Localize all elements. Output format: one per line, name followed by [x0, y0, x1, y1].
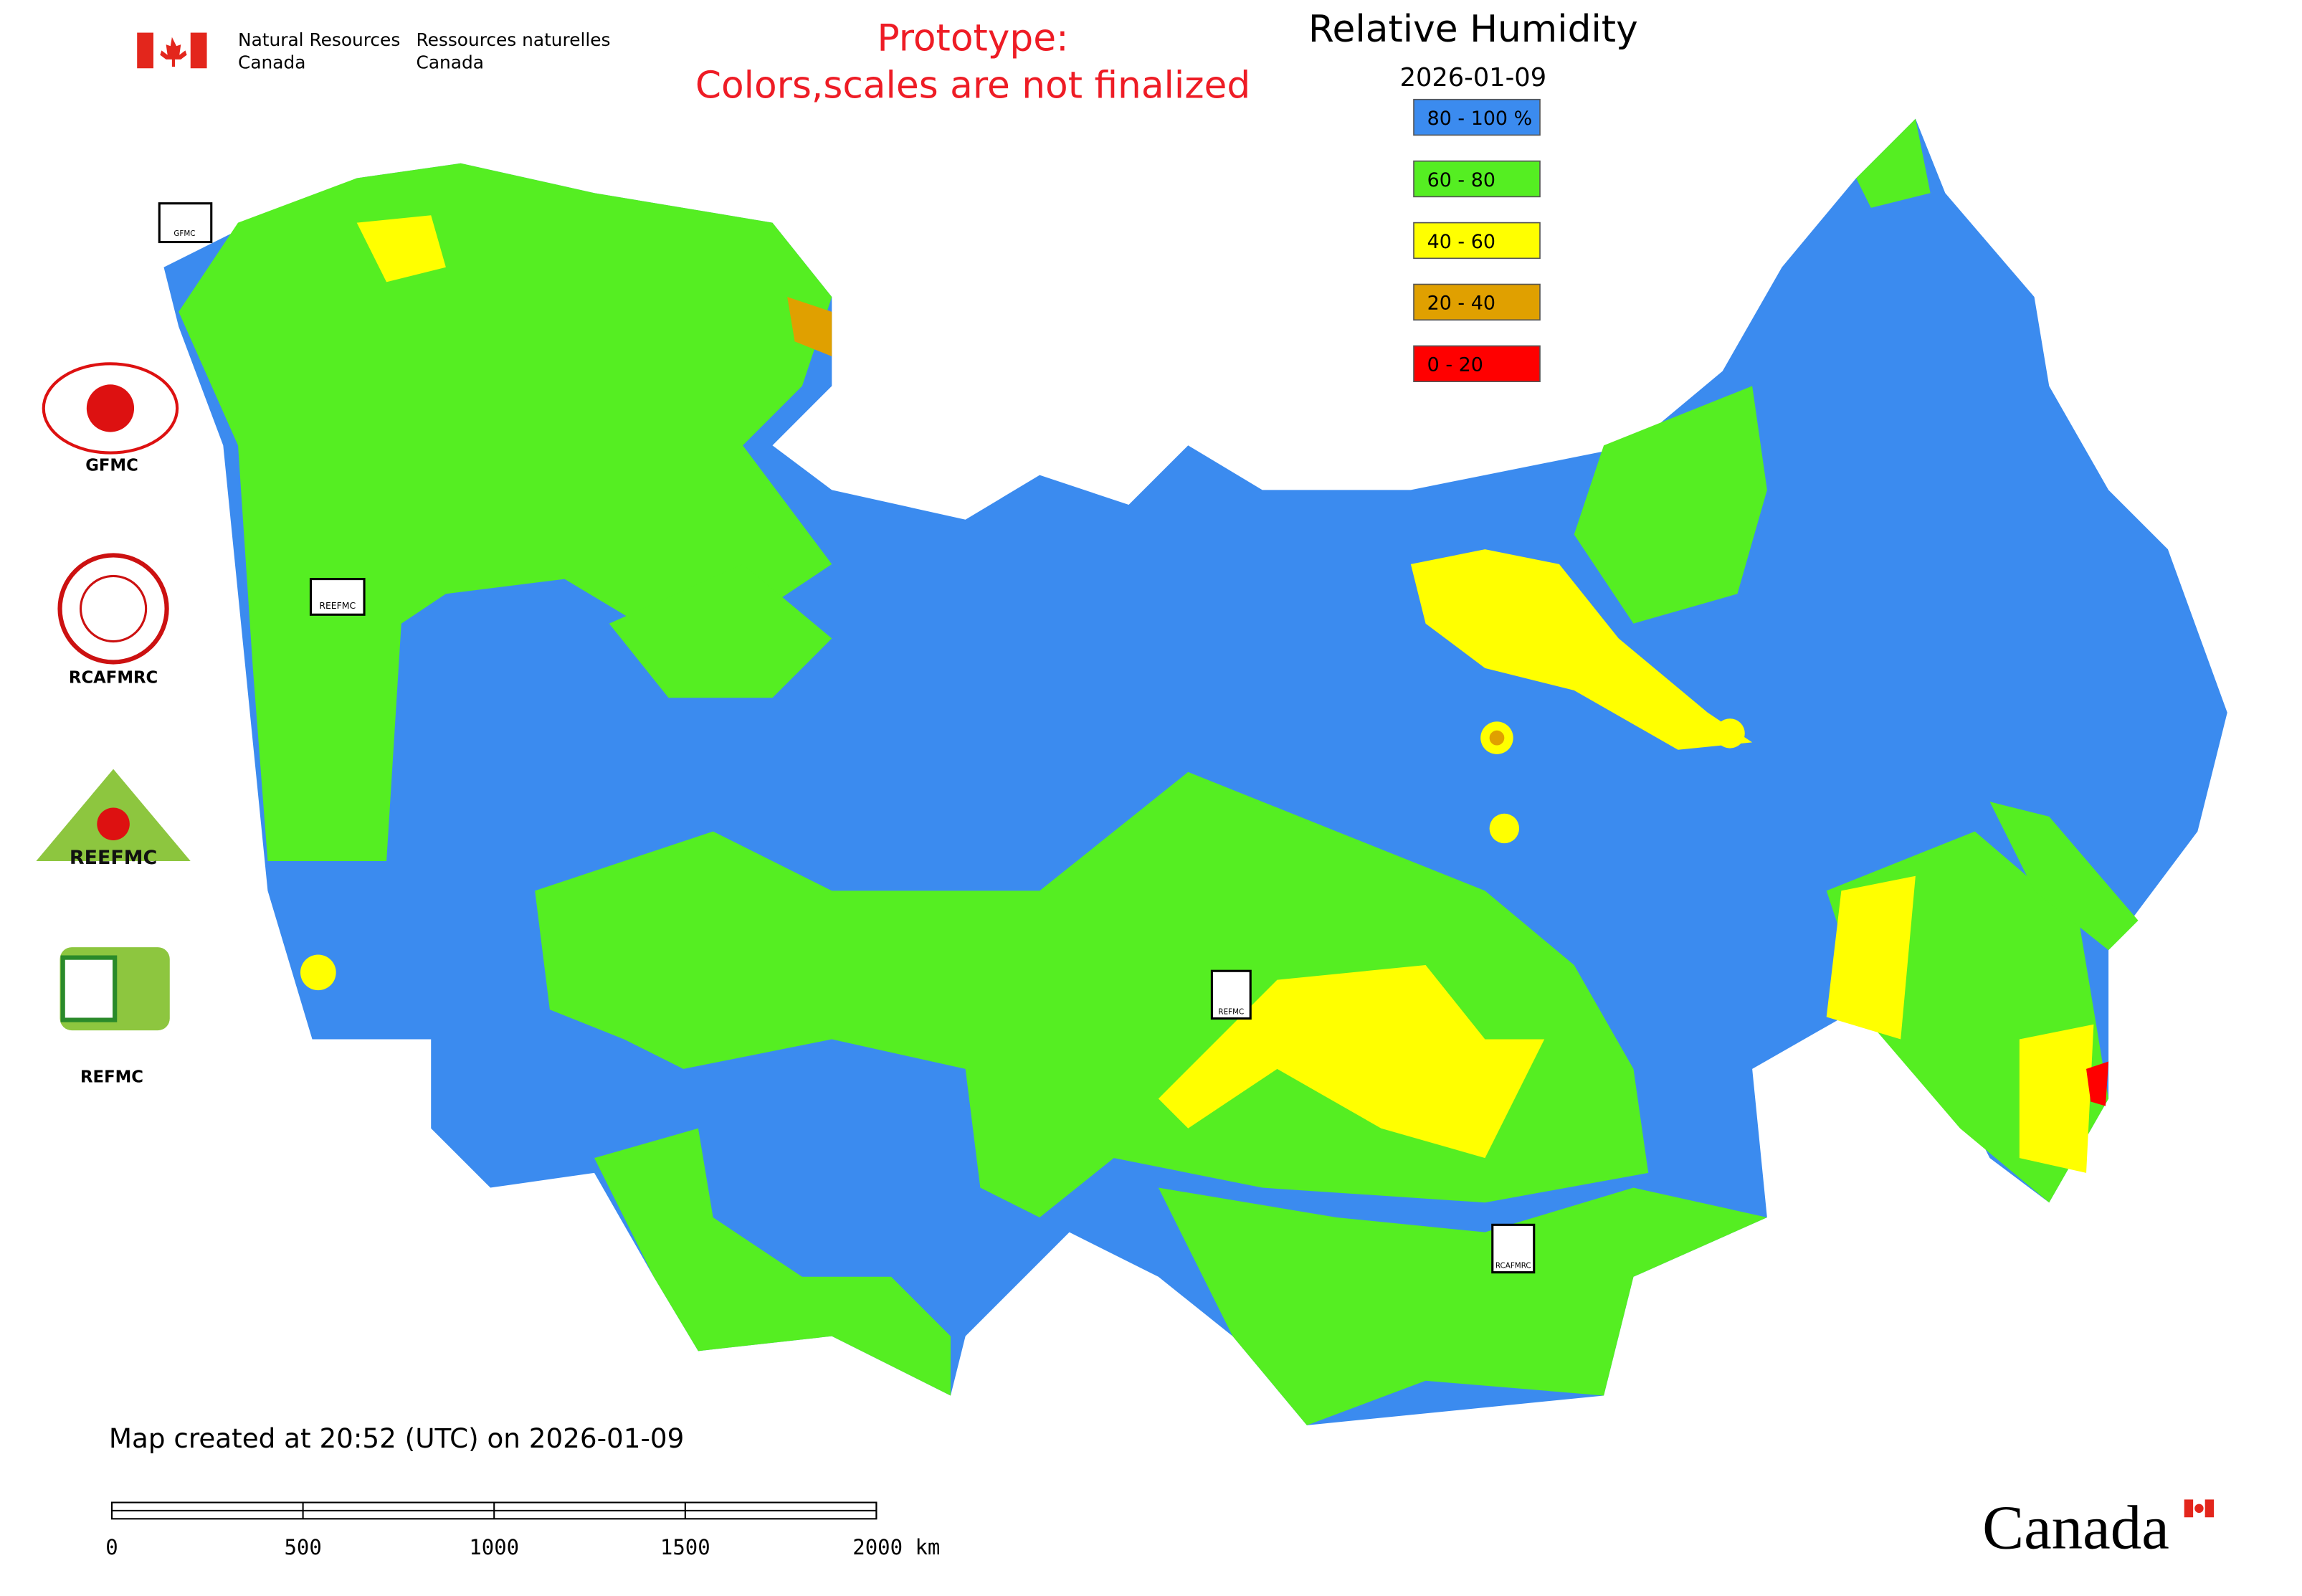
partner-logos: GFMC RCAFMRC REEFMC REFMC	[36, 362, 191, 1087]
notice: Prototype:	[877, 16, 1068, 60]
badge	[1491, 1223, 1536, 1274]
humidity-region	[787, 297, 832, 356]
legend-label: 20 - 40	[1427, 293, 1495, 315]
humidity-region	[300, 954, 336, 991]
nrcan-signature: Natural Resources Canada Ressources natu…	[137, 29, 611, 72]
canada-wordmark: Canada	[1982, 1493, 2215, 1562]
logo-rcafmrc	[57, 553, 169, 665]
humidity-region	[1410, 549, 1753, 750]
scale-label: 500	[284, 1535, 321, 1559]
agency-en: Natural Resources	[238, 29, 400, 50]
humidity-region	[1489, 730, 1505, 746]
legend-label: 0 - 20	[1427, 354, 1483, 376]
humidity-region	[2086, 1061, 2109, 1106]
humidity-region	[1826, 875, 1916, 1040]
maple-leaf	[2194, 1504, 2204, 1514]
humidity-region	[609, 564, 832, 698]
humidity-region	[1158, 1187, 1767, 1425]
legend-swatch	[1413, 345, 1541, 382]
agency-en: Canada	[238, 52, 305, 72]
logo-gfmc	[86, 384, 135, 432]
legend-label: 40 - 60	[1427, 231, 1495, 253]
legend-label: 80 - 100 %	[1427, 108, 1533, 130]
agency-fr: Canada	[417, 52, 484, 72]
map-badges: GFMC REEFMC REFMC RCAFMRC	[158, 202, 1536, 1274]
badge-label: REFMC	[1218, 1007, 1244, 1016]
notice: Colors,scales are not finalized	[695, 65, 1250, 108]
logo-label: REFMC	[80, 1068, 143, 1087]
wordmark: Canada	[1982, 1493, 2169, 1562]
humidity-region	[1989, 802, 2139, 951]
legend: 80 - 100 % 60 - 80 40 - 60 20 - 40 0 - 20	[1413, 98, 1541, 382]
badge-label: GFMC	[173, 229, 195, 238]
legend-label: 60 - 80	[1427, 169, 1495, 191]
humidity-region	[594, 1128, 951, 1396]
badge-label: REEFMC	[319, 600, 356, 611]
map-regions	[163, 118, 2227, 1425]
badge	[1210, 969, 1252, 1020]
legend-swatch	[1413, 283, 1541, 321]
humidity-region	[1715, 718, 1745, 749]
flag-bar	[2205, 1499, 2215, 1518]
logo-label: GFMC	[85, 456, 138, 475]
map-footer: Map created at 20:52 (UTC) on 2026-01-09	[109, 1422, 684, 1454]
scale-label: 1500	[660, 1535, 710, 1559]
scale-label: 2000 km	[852, 1535, 940, 1559]
humidity-region	[356, 215, 446, 282]
humidity-region	[2019, 1024, 2094, 1173]
logo-label: REEFMC	[70, 847, 157, 869]
flag-bar	[2184, 1499, 2194, 1518]
logo-rcafmrc	[79, 574, 148, 643]
humidity-region	[1158, 964, 1545, 1159]
maple-leaf	[160, 37, 187, 67]
flag-bar	[190, 32, 207, 69]
logo-reefmc	[97, 807, 130, 841]
flag-bar	[137, 32, 153, 69]
map-date: 2026-01-09	[1400, 63, 1547, 92]
legend-swatch	[1413, 98, 1541, 136]
map-title: Relative Humidity	[1308, 8, 1638, 51]
humidity-region	[179, 163, 832, 862]
badge	[158, 202, 213, 244]
legend-swatch	[1413, 222, 1541, 260]
logo-refmc	[60, 955, 118, 1022]
scale-bar: 0 500 1000 1500 2000 km	[105, 1501, 940, 1559]
scale-label: 0	[105, 1535, 118, 1559]
agency-fr: Ressources naturelles	[417, 29, 611, 50]
legend-swatch	[1413, 160, 1541, 198]
logo-gfmc	[42, 362, 179, 455]
logo-label: RCAFMRC	[69, 669, 158, 688]
badge-label: RCAFMRC	[1495, 1261, 1531, 1270]
humidity-region	[1856, 118, 1931, 208]
badge	[309, 578, 366, 616]
humidity-region	[1574, 386, 1767, 624]
humidity-region	[1489, 813, 1520, 844]
scale-label: 1000	[469, 1535, 519, 1559]
